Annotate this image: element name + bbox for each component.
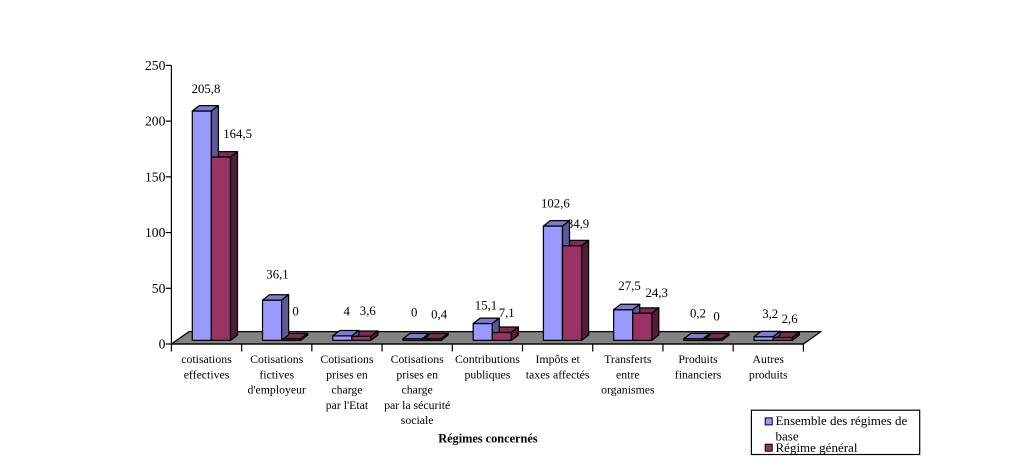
svg-text:100: 100 xyxy=(145,225,166,240)
svg-text:200: 200 xyxy=(145,114,166,129)
svg-text:24,3: 24,3 xyxy=(645,286,667,300)
svg-text:Régime général: Régime général xyxy=(776,440,858,455)
svg-text:charge: charge xyxy=(331,383,362,397)
svg-text:Ensemble des régimes de: Ensemble des régimes de xyxy=(776,413,908,428)
svg-text:84,9: 84,9 xyxy=(567,217,589,231)
svg-text:Transferts: Transferts xyxy=(604,352,652,366)
svg-text:d'employeur: d'employeur xyxy=(247,383,306,397)
svg-text:Régimes concernés: Régimes concernés xyxy=(438,432,538,446)
svg-text:50: 50 xyxy=(152,281,166,296)
svg-text:Impôts et: Impôts et xyxy=(535,352,580,366)
svg-text:205,8: 205,8 xyxy=(192,82,221,96)
svg-text:Produits: Produits xyxy=(678,352,718,366)
svg-text:organismes: organismes xyxy=(601,383,655,397)
svg-text:2,6: 2,6 xyxy=(782,312,799,326)
svg-text:0: 0 xyxy=(713,310,719,324)
svg-text:Cotisations: Cotisations xyxy=(250,352,304,366)
svg-text:par l'Etat: par l'Etat xyxy=(326,398,369,412)
svg-text:Contributions: Contributions xyxy=(455,352,520,366)
svg-text:sociale: sociale xyxy=(401,413,434,427)
svg-text:taxes affectés: taxes affectés xyxy=(526,367,590,381)
svg-text:produits: produits xyxy=(749,367,788,381)
svg-text:250: 250 xyxy=(145,58,166,73)
svg-text:7,1: 7,1 xyxy=(499,306,515,320)
svg-text:effectives: effectives xyxy=(184,367,230,381)
svg-text:0,2: 0,2 xyxy=(690,306,706,320)
svg-text:fictives: fictives xyxy=(259,367,294,381)
svg-text:150: 150 xyxy=(145,169,166,184)
svg-text:par la sécurité: par la sécurité xyxy=(384,398,450,412)
svg-text:entre: entre xyxy=(616,367,640,381)
svg-text:charge: charge xyxy=(402,383,433,397)
svg-text:36,1: 36,1 xyxy=(266,267,288,281)
svg-text:3,6: 3,6 xyxy=(360,304,377,318)
svg-text:164,5: 164,5 xyxy=(223,127,252,141)
svg-text:Cotisations: Cotisations xyxy=(320,352,374,366)
svg-text:Autres: Autres xyxy=(753,352,785,366)
svg-text:financiers: financiers xyxy=(675,367,722,381)
svg-text:0: 0 xyxy=(411,305,417,319)
svg-text:0,4: 0,4 xyxy=(431,308,448,322)
svg-text:102,6: 102,6 xyxy=(541,197,570,211)
svg-text:0: 0 xyxy=(292,305,298,319)
svg-text:4: 4 xyxy=(343,305,350,319)
svg-text:Cotisations: Cotisations xyxy=(391,352,445,366)
svg-text:base: base xyxy=(776,428,799,443)
svg-text:15,1: 15,1 xyxy=(475,299,497,313)
svg-text:27,5: 27,5 xyxy=(618,279,640,293)
svg-text:0: 0 xyxy=(159,337,166,352)
svg-text:publiques: publiques xyxy=(464,367,510,381)
svg-text:3,2: 3,2 xyxy=(762,307,778,321)
svg-text:prises en: prises en xyxy=(396,367,438,381)
svg-text:cotisations: cotisations xyxy=(181,352,232,366)
svg-text:prises en: prises en xyxy=(326,367,368,381)
